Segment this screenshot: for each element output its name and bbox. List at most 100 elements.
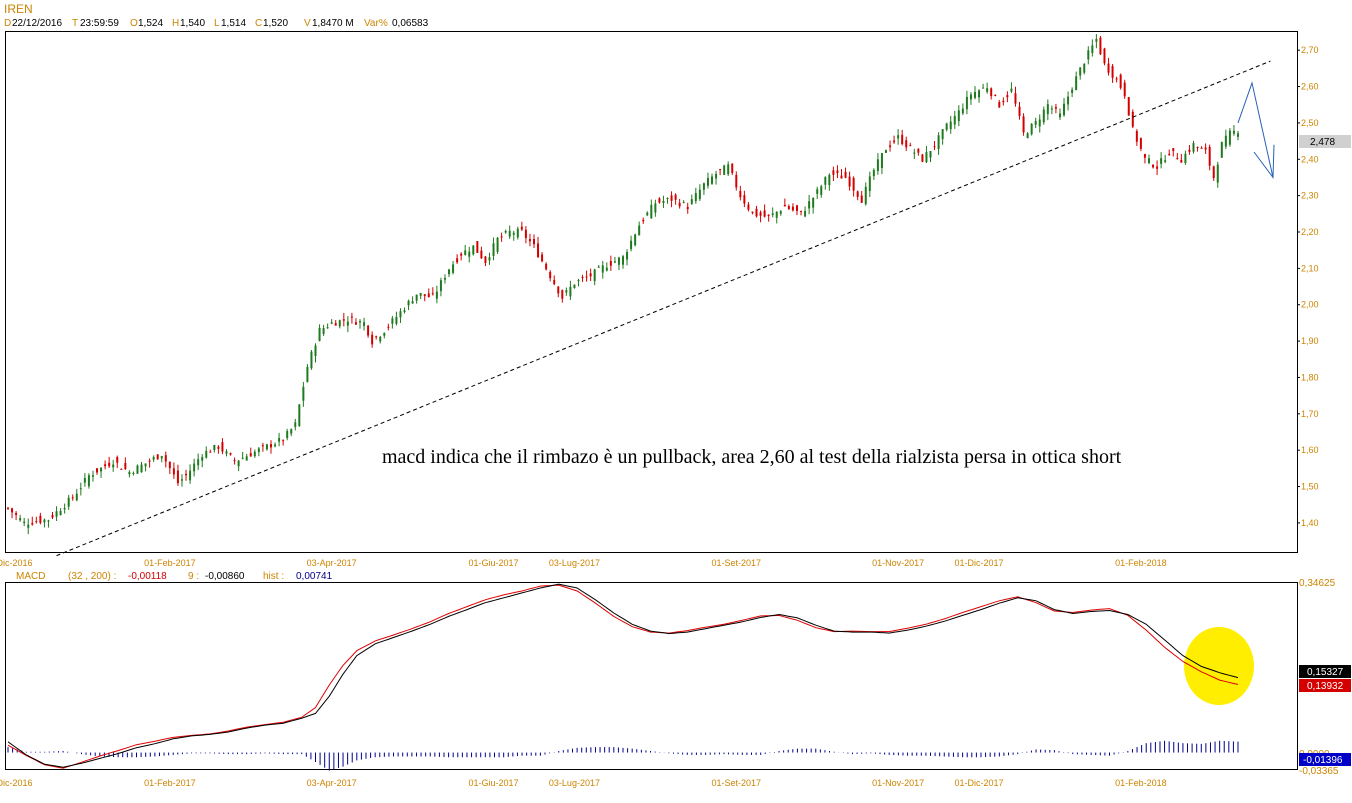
candle-body [941,129,944,140]
candle-body [274,444,277,447]
candle-body [925,152,928,163]
candle-body [439,280,442,292]
candle-body [225,451,228,454]
candle-body [423,294,426,297]
candle-body [864,186,867,205]
candle-body [96,468,99,473]
candle-body [39,515,42,523]
candle-body [443,278,446,280]
macd-value: -0,00118 [128,571,167,582]
x-tick-label: 01-Dic-2017 [955,778,1004,788]
macd-panel-frame [5,582,1298,770]
time-value: 23:59:59 [80,18,119,29]
candle-body [217,446,220,449]
candle-body [1160,158,1163,164]
candle-body [812,197,815,208]
candle-body [43,519,46,523]
signal-last-label: 0,13932 [1307,681,1344,692]
candle-body [298,404,301,426]
candle-body [1046,104,1049,115]
candle-body [1054,107,1057,109]
candle-body [1111,65,1114,78]
candle-body [933,146,936,148]
candle-body [180,479,183,481]
candle-body [524,229,527,238]
var-label: Var% [364,18,388,29]
candle-body [1192,143,1195,152]
projection-arrow [1237,81,1274,178]
candle-body [229,453,232,455]
candle-body [702,183,705,190]
price-y-tick-label: 1,60 [1301,445,1319,455]
candle-body [735,174,738,188]
candle-body [783,204,786,207]
high-value: 1,540 [180,18,205,29]
candle-body [779,211,782,214]
candle-body [176,470,179,484]
candle-body [140,464,143,473]
price-y-tick-label: 2,10 [1301,263,1319,273]
candle-body [100,467,103,472]
macd-last-label: 0,15327 [1307,667,1344,678]
candle-body [897,135,900,139]
candle-body [79,488,82,490]
candle-body [245,456,248,461]
candle-body [747,204,750,210]
high-label: H [172,18,179,29]
histogram-series [7,740,1239,771]
candle-body [448,269,451,275]
candle-body [1208,147,1211,166]
candle-body [1228,130,1231,145]
candle-body [715,173,718,179]
price-y-tick-label: 1,50 [1301,482,1319,492]
candle-body [711,176,714,184]
candle-body [541,254,544,262]
candle-body [476,241,479,253]
candle-body [706,178,709,186]
price-x-axis: 01-Dic-2016 01-Feb-2017 03-Apr-2017 01-Giu-… [0,558,1167,568]
candle-body [15,512,18,515]
candle-body [630,240,633,250]
candle-body [763,210,766,217]
candle-body [464,250,467,255]
candle-body [1099,37,1102,55]
x-tick-label: 01-Nov-2017 [872,778,924,788]
candle-body [314,345,317,357]
candle-body [407,300,410,306]
candle-body [626,252,629,260]
candle-body [1232,130,1235,134]
candle-body [743,195,746,204]
candle-body [1091,45,1094,54]
candle-body [824,177,827,185]
candle-body [31,522,34,525]
candle-body [334,323,337,326]
candle-body [965,96,968,110]
candle-body [1139,138,1142,149]
candle-body [1038,119,1041,127]
price-y-tick-label: 2,40 [1301,154,1319,164]
x-tick-label: 01-Feb-2017 [144,558,196,568]
candle-body [957,110,960,122]
x-tick-label: 01-Feb-2018 [1115,558,1167,568]
macd-plot-area [7,583,1254,771]
candle-body [917,148,920,153]
candle-body [484,256,487,263]
candle-body [51,515,54,518]
last-price-label: 2,478 [1310,137,1335,148]
low-label: L [214,18,220,29]
x-tick-label: 03-Apr-2017 [307,778,357,788]
candle-body [431,293,434,295]
candle-body [1071,89,1074,93]
candle-body [261,445,264,447]
candle-body [1014,93,1017,104]
candle-body [755,208,758,217]
candle-body [415,294,418,301]
volume-value: 1,8470 M [312,18,354,29]
candle-body [185,473,188,476]
close-value: 1,520 [263,18,288,29]
candle-body [500,236,503,238]
candle-body [565,290,568,293]
candle-body [492,243,495,256]
candle-body [961,108,964,114]
